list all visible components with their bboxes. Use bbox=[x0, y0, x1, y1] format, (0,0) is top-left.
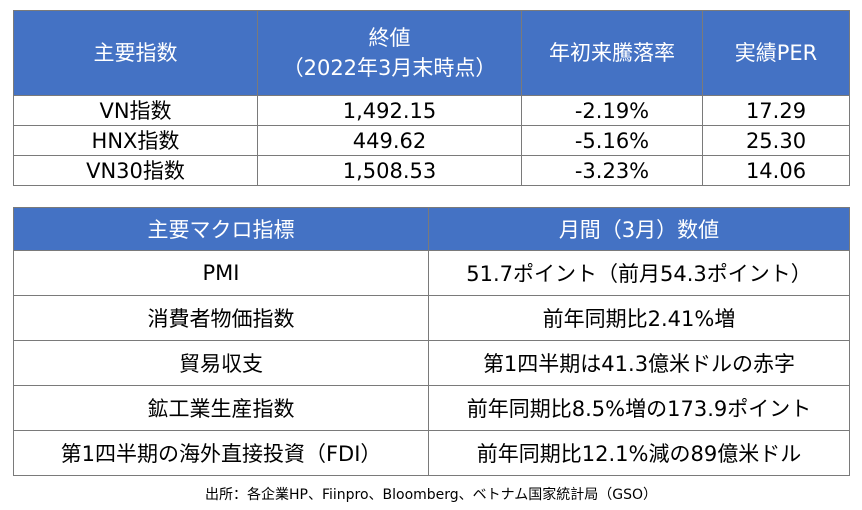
index-ytd: -5.16% bbox=[521, 125, 703, 156]
macro-indicator: 鉱工業生産指数 bbox=[13, 385, 429, 431]
macro-row-iip: 鉱工業生産指数 前年同期比8.5%増の173.9ポイント bbox=[13, 385, 850, 431]
macro-indicator: 貿易収支 bbox=[13, 340, 429, 386]
macro-row-fdi: 第1四半期の海外直接投資（FDI） 前年同期比12.1%減の89億米ドル bbox=[13, 430, 850, 476]
macro-indicator: PMI bbox=[13, 250, 429, 296]
header-macro-indicator: 主要マクロ指標 bbox=[13, 207, 429, 251]
macro-indicator: 消費者物価指数 bbox=[13, 295, 429, 341]
macro-row-pmi: PMI 51.7ポイント（前月54.3ポイント） bbox=[13, 250, 850, 296]
macro-value: 前年同期比2.41%増 bbox=[428, 295, 850, 341]
header-monthly-value: 月間（3月）数値 bbox=[428, 207, 850, 251]
index-name: VN指数 bbox=[13, 95, 258, 126]
macro-value: 51.7ポイント（前月54.3ポイント） bbox=[428, 250, 850, 296]
index-close: 1,508.53 bbox=[257, 155, 522, 186]
stock-index-table: 主要指数 終値 （2022年3月末時点） 年初来騰落率 実績PER VN指数 1… bbox=[13, 10, 850, 186]
index-close: 1,492.15 bbox=[257, 95, 522, 126]
macro-indicator: 第1四半期の海外直接投資（FDI） bbox=[13, 430, 429, 476]
index-row-vn: VN指数 1,492.15 -2.19% 17.29 bbox=[13, 95, 850, 126]
header-close-line2: （2022年3月末時点） bbox=[282, 56, 497, 80]
index-row-hnx: HNX指数 449.62 -5.16% 25.30 bbox=[13, 125, 850, 156]
header-ytd-change: 年初来騰落率 bbox=[521, 10, 703, 96]
macro-row-cpi: 消費者物価指数 前年同期比2.41%増 bbox=[13, 295, 850, 341]
macro-value: 前年同期比12.1%減の89億米ドル bbox=[428, 430, 850, 476]
macro-row-trade: 貿易収支 第1四半期は41.3億米ドルの赤字 bbox=[13, 340, 850, 386]
header-per: 実績PER bbox=[702, 10, 850, 96]
macro-value: 第1四半期は41.3億米ドルの赤字 bbox=[428, 340, 850, 386]
index-ytd: -3.23% bbox=[521, 155, 703, 186]
index-per: 14.06 bbox=[702, 155, 850, 186]
source-note: 出所：各企業HP、Fiinpro、Bloomberg、ベトナム国家統計局（GSO… bbox=[204, 487, 658, 503]
index-per: 25.30 bbox=[702, 125, 850, 156]
index-table-header-row: 主要指数 終値 （2022年3月末時点） 年初来騰落率 実績PER bbox=[13, 10, 850, 96]
macro-value: 前年同期比8.5%増の173.9ポイント bbox=[428, 385, 850, 431]
header-close-price: 終値 （2022年3月末時点） bbox=[257, 10, 522, 96]
index-ytd: -2.19% bbox=[521, 95, 703, 126]
macro-table-header-row: 主要マクロ指標 月間（3月）数値 bbox=[13, 207, 850, 251]
index-per: 17.29 bbox=[702, 95, 850, 126]
index-row-vn30: VN30指数 1,508.53 -3.23% 14.06 bbox=[13, 155, 850, 186]
index-close: 449.62 bbox=[257, 125, 522, 156]
macro-indicator-table: 主要マクロ指標 月間（3月）数値 PMI 51.7ポイント（前月54.3ポイント… bbox=[13, 207, 850, 476]
index-name: VN30指数 bbox=[13, 155, 258, 186]
header-close-line1: 終値 bbox=[368, 26, 411, 50]
index-name: HNX指数 bbox=[13, 125, 258, 156]
header-index-name: 主要指数 bbox=[13, 10, 258, 96]
